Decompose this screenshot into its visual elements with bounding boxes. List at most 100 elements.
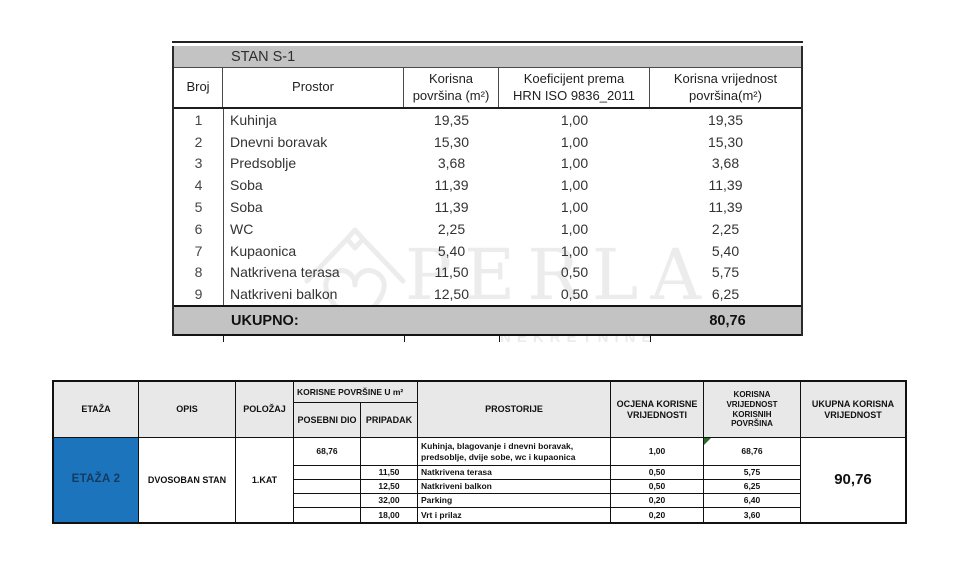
cell-vrijednost: 5,75 xyxy=(711,264,740,281)
cell-koeficijent: 1,00 xyxy=(560,220,589,237)
cell-broj: 1 xyxy=(194,111,203,128)
cell-koeficijent: 1,00 xyxy=(560,111,589,128)
cell-prostor: Kuhinja xyxy=(230,111,277,128)
cell-prostorije: Parking xyxy=(418,494,611,508)
cell-posebni-dio xyxy=(294,480,361,494)
column-header-row: Broj Prostor Korisna površina (m²) Koefi… xyxy=(174,68,801,109)
cell-prostor: Natkrivena terasa xyxy=(230,264,340,281)
cell-prostor: Soba xyxy=(230,199,263,216)
cell-korisna-vrijednost: 68,76 xyxy=(704,438,801,466)
area-row: 3 Predsoblje 3,68 1,00 3,68 xyxy=(174,153,801,175)
cell-vrijednost: 5,40 xyxy=(711,242,740,259)
house-logo-icon xyxy=(304,227,406,326)
area-row: 5 Soba 11,39 1,00 11,39 xyxy=(174,196,801,218)
cell-pripadak: 18,00 xyxy=(361,508,418,522)
cell-vrijednost: 19,35 xyxy=(707,111,744,128)
watermark-brand-text: PERLA xyxy=(405,234,713,316)
cell-etaza: ETAŽA 2 xyxy=(54,438,139,522)
cell-broj: 7 xyxy=(194,242,203,259)
cell-povrsina: 11,50 xyxy=(434,264,469,281)
column-tick xyxy=(223,336,224,343)
column-tick xyxy=(499,336,500,343)
col-header-polozaj: POLOŽAJ xyxy=(236,382,294,438)
col-header-pripadak: PRIPADAK xyxy=(361,403,418,438)
cell-koeficijent: 1,00 xyxy=(560,242,589,259)
table-body: 1 Kuhinja 19,35 1,00 19,35 2 Dnevni bora… xyxy=(174,109,801,306)
cell-pripadak: 12,50 xyxy=(361,480,418,494)
cell-broj: 4 xyxy=(194,177,203,194)
cell-opis: DVOSOBAN STAN xyxy=(139,438,236,522)
cell-broj: 6 xyxy=(194,220,203,237)
cell-posebni-dio xyxy=(294,494,361,508)
cell-povrsina: 11,39 xyxy=(434,199,469,216)
cell-vrijednost: 6,25 xyxy=(711,286,740,303)
cell-vrijednost: 15,30 xyxy=(707,133,744,150)
cell-posebni-dio xyxy=(294,508,361,522)
column-tick xyxy=(404,336,405,343)
cell-broj: 3 xyxy=(194,155,203,172)
cell-povrsina: 19,35 xyxy=(433,111,470,128)
cell-polozaj: 1.KAT xyxy=(236,438,294,522)
col-header-korisne-povrsine: KORISNE POVRŠINE U m² xyxy=(294,382,418,403)
broj-column-divider xyxy=(223,109,224,306)
floor-summary-table: ETAŽA OPIS POLOŽAJ KORISNE POVRŠINE U m²… xyxy=(52,380,907,524)
cell-posebni-dio xyxy=(294,466,361,480)
cell-ocjena: 0,20 xyxy=(611,508,704,522)
cell-prostorije: Natkrivena terasa xyxy=(418,466,611,480)
cell-ocjena: 0,50 xyxy=(611,480,704,494)
cell-korisna-vrijednost: 3,60 xyxy=(704,508,801,522)
area-row: 7 Kupaonica 5,40 1,00 5,40 xyxy=(174,240,801,262)
cell-korisna-vrijednost: 6,25 xyxy=(704,480,801,494)
cell-prostor: Kupaonica xyxy=(230,242,297,259)
col-header-korisna-vrijednost: KORISNA VRIJEDNOST KORISNIH POVRŠINA xyxy=(704,382,801,438)
cell-povrsina: 12,50 xyxy=(433,286,470,303)
total-label: UKUPNO: xyxy=(231,312,299,329)
total-row: UKUPNO: 80,76 xyxy=(174,305,801,343)
cell-prostor: WC xyxy=(230,220,254,237)
cell-prostorije: Natkriveni balkon xyxy=(418,480,611,494)
col-header-vrijednost: Korisna vrijednost površina(m²) xyxy=(673,71,778,103)
cell-povrsina: 2,25 xyxy=(437,220,466,237)
cell-prostorije: Kuhinja, blagovanje i dnevni boravak, pr… xyxy=(418,438,611,466)
cell-pripadak: 11,50 xyxy=(361,466,418,480)
col-header-ocjena: OCJENA KORISNE VRIJEDNOSTI xyxy=(611,382,704,438)
cell-ukupna-vrijednost: 90,76 xyxy=(834,471,872,488)
col-header-prostor: Prostor xyxy=(223,68,404,107)
cell-broj: 2 xyxy=(194,133,203,150)
cell-koeficijent: 1,00 xyxy=(560,155,589,172)
cell-prostor: Natkriveni balkon xyxy=(230,286,338,303)
column-tick xyxy=(650,336,651,343)
cell-ocjena: 0,20 xyxy=(611,494,704,508)
col-header-posebni-dio: POSEBNI DIO xyxy=(294,403,361,438)
cell-povrsina: 5,40 xyxy=(437,242,466,259)
cell-vrijednost: 3,68 xyxy=(711,155,740,172)
cell-ocjena: 0,50 xyxy=(611,466,704,480)
area-row: 4 Soba 11,39 1,00 11,39 xyxy=(174,174,801,196)
cell-broj: 5 xyxy=(194,199,203,216)
col-header-opis: OPIS xyxy=(139,382,236,438)
cell-koeficijent: 0,50 xyxy=(560,286,589,303)
col-header-prostorije: PROSTORIJE xyxy=(418,382,611,438)
cell-pripadak xyxy=(361,438,418,466)
cell-korisna-vrijednost: 5,75 xyxy=(704,466,801,480)
cell-koeficijent: 1,00 xyxy=(560,133,589,150)
cell-prostorije: Vrt i prilaz xyxy=(418,508,611,522)
cell-prostor: Predsoblje xyxy=(230,155,297,172)
cell-koeficijent: 0,50 xyxy=(560,264,589,281)
cell-povrsina: 11,39 xyxy=(434,177,469,194)
col-header-ukupna: UKUPNA KORISNA VRIJEDNOST xyxy=(801,382,905,438)
table-title: STAN S-1 xyxy=(231,48,296,65)
cell-prostor: Soba xyxy=(230,177,263,194)
area-row: 8 Natkrivena terasa 11,50 0,50 5,75 xyxy=(174,262,801,284)
cell-prostor: Dnevni boravak xyxy=(230,133,328,150)
area-row: 6 WC 2,25 1,00 2,25 xyxy=(174,218,801,240)
cell-koeficijent: 1,00 xyxy=(560,177,589,194)
table-title-row: STAN S-1 xyxy=(174,46,801,68)
area-row: 2 Dnevni boravak 15,30 1,00 15,30 xyxy=(174,131,801,153)
cell-vrijednost: 11,39 xyxy=(708,177,743,194)
area-row: 9 Natkriveni balkon 12,50 0,50 6,25 xyxy=(174,283,801,305)
cell-vrijednost: 2,25 xyxy=(711,220,740,237)
cell-vrijednost: 11,39 xyxy=(708,199,743,216)
col-header-koeficijent: Koeficijent prema HRN ISO 9836_2011 xyxy=(499,68,650,107)
